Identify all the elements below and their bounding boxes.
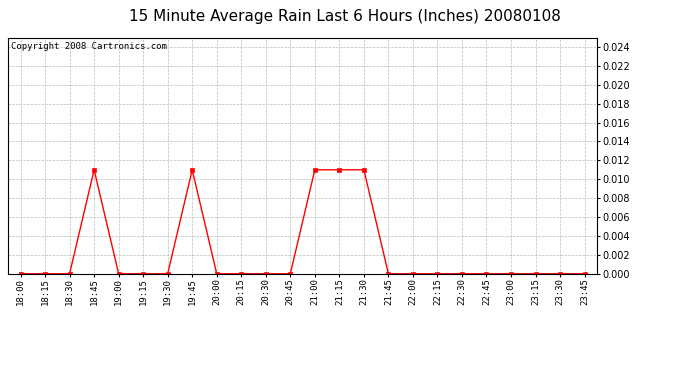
Text: 15 Minute Average Rain Last 6 Hours (Inches) 20080108: 15 Minute Average Rain Last 6 Hours (Inc… — [129, 9, 561, 24]
Text: Copyright 2008 Cartronics.com: Copyright 2008 Cartronics.com — [11, 42, 167, 51]
